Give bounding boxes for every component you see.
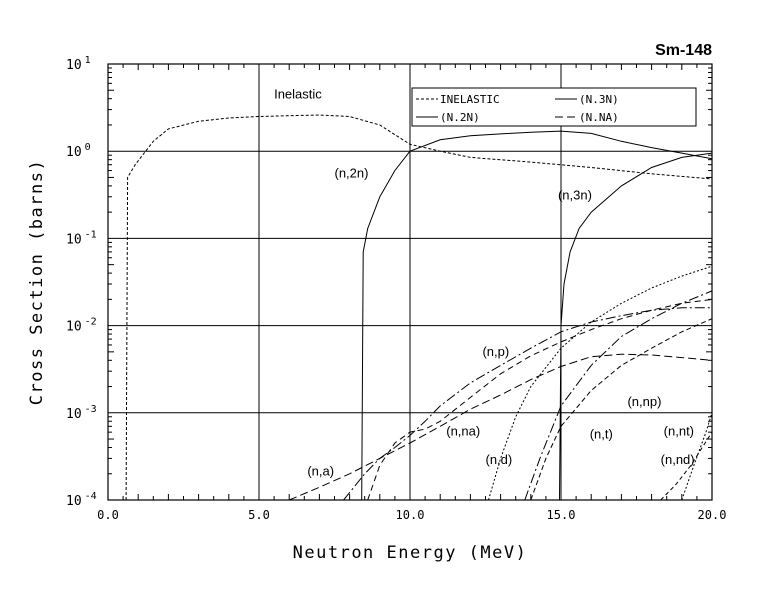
series-line-1: [125, 114, 712, 500]
curve-annotation: (n,p): [482, 344, 509, 359]
x-tick-label: 15.0: [547, 508, 576, 522]
curve-annotation: (n,nd): [661, 452, 695, 467]
y-tick-label: 10 -4: [66, 491, 97, 509]
curve-annotation: (n,2n): [335, 165, 369, 180]
series-line-4: [289, 353, 712, 500]
legend: INELASTIC (N.3N) (N.2N) (N.NA): [411, 87, 697, 127]
x-axis-label: Neutron Energy (MeV): [293, 543, 528, 563]
y-tick-label: 10 1: [66, 55, 91, 73]
series-line-9: [530, 318, 712, 500]
series-line-5: [343, 307, 712, 500]
curve-annotation: (n,3n): [558, 187, 592, 202]
x-tick-label: 20.0: [698, 508, 727, 522]
curve-annotation: Inelastic: [274, 87, 322, 102]
series-line-10: [660, 431, 712, 500]
legend-label: (N.3N): [579, 93, 619, 106]
y-tick-label: 10 0: [66, 142, 91, 160]
curve-annotation: (n,a): [307, 464, 334, 479]
y-axis-label: Cross Section (barns): [27, 159, 47, 405]
curve-annotation: (n,d): [486, 452, 513, 467]
legend-label: (N.2N): [440, 111, 480, 124]
chart-title: Sm-148: [655, 42, 712, 59]
series-line-3: [559, 152, 712, 500]
legend-label: (N.NA): [579, 111, 619, 124]
x-tick-label: 0.0: [97, 508, 119, 522]
x-tick-label: 5.0: [248, 508, 270, 522]
curve-annotation: (n,t): [590, 426, 613, 441]
x-tick-label: 10.0: [396, 508, 425, 522]
series-line-6: [367, 298, 712, 500]
series-line-2: [361, 130, 712, 500]
y-tick-label: 10 -1: [66, 229, 97, 247]
y-tick-label: 10 -3: [66, 404, 97, 422]
plot-frame: [107, 63, 713, 501]
series-group: [125, 114, 712, 500]
curve-annotation: (n,na): [446, 423, 480, 438]
legend-label: INELASTIC: [440, 93, 500, 106]
legend-box: [411, 87, 697, 127]
curve-annotation: (n,np): [627, 394, 661, 409]
y-tick-label: 10 -2: [66, 317, 97, 335]
series-line-8: [524, 290, 712, 500]
series-line-7: [488, 265, 712, 500]
curve-annotation: (n,nt): [664, 423, 694, 438]
